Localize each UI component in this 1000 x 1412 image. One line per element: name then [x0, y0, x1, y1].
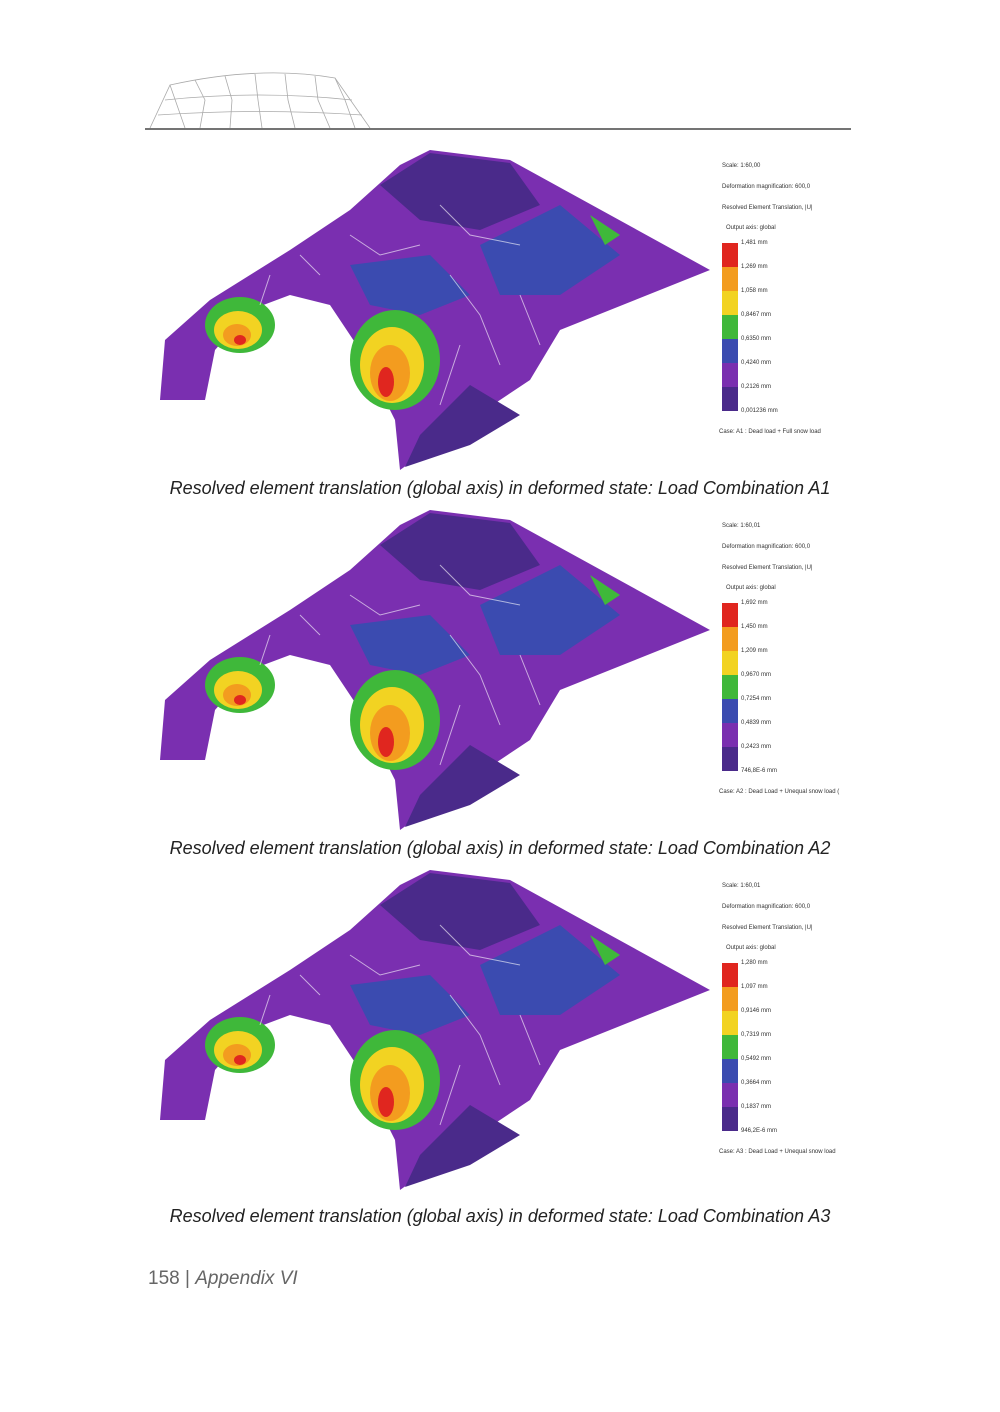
legend-label: 1,058 mm — [741, 288, 768, 294]
legend-swatch — [722, 651, 738, 675]
figure: Scale: 1:60,01 Deformation magnification:… — [0, 865, 1000, 1210]
legend-header: Output axis: global — [726, 945, 776, 951]
legend-label: 0,3664 mm — [741, 1080, 772, 1086]
legend-label: 1,692 mm — [741, 600, 768, 606]
legend-case: Case: A1 : Dead load + Full snow load — [719, 429, 821, 435]
footer: 158 | Appendix VI — [148, 1268, 298, 1290]
legend-label: 1,280 mm — [741, 960, 768, 966]
legend-swatch — [722, 627, 738, 651]
caption: Resolved element translation (global axi… — [169, 838, 831, 858]
legend-swatch — [722, 963, 738, 987]
legend-swatch — [722, 387, 738, 411]
legend-header: Output axis: global — [726, 585, 776, 591]
legend-header: Output axis: global — [726, 225, 776, 231]
legend-label: 0,7254 mm — [741, 696, 772, 702]
caption: Resolved element translation (global axi… — [169, 478, 831, 498]
separator: | — [184, 1268, 190, 1289]
legend-label: 0,9146 mm — [741, 1008, 772, 1014]
header-graphic — [145, 72, 851, 130]
legend-label: 1,097 mm — [741, 984, 768, 990]
legend-case: Case: A3 : Dead Load + Unequal snow load — [719, 1149, 836, 1155]
legend-header: Scale: 1:60,00 — [722, 163, 761, 169]
legend-swatch — [722, 603, 738, 627]
legend-header: Deformation magnification: 600,0 — [722, 184, 811, 190]
legend-label: 0,001236 mm — [741, 408, 778, 414]
legend-label: 0,4839 mm — [741, 720, 772, 726]
caption: Resolved element translation (global axi… — [169, 1206, 831, 1226]
legend-label: 0,1837 mm — [741, 1104, 772, 1110]
legend-label: 1,269 mm — [741, 264, 768, 270]
legend-swatch — [722, 339, 738, 363]
legend-header: Scale: 1:60,01 — [722, 523, 761, 529]
legend-label: 946,2E-6 mm — [741, 1128, 778, 1134]
legend-swatch — [722, 1083, 738, 1107]
legend-label: 1,481 mm — [741, 240, 768, 246]
legend-swatch — [722, 291, 738, 315]
legend-label: 1,209 mm — [741, 648, 768, 654]
legend-label: 1,450 mm — [741, 624, 768, 630]
legend-swatch — [722, 363, 738, 387]
legend-swatch — [722, 747, 738, 771]
contour-plot — [159, 869, 738, 1191]
legend-swatch — [722, 243, 738, 267]
legend-label: 0,5492 mm — [741, 1056, 772, 1062]
legend-label: 0,2423 mm — [741, 744, 772, 750]
legend-header: Resolved Element Translation, |U| — [722, 925, 813, 931]
legend-label: 0,7319 mm — [741, 1032, 772, 1038]
legend-header: Scale: 1:60,01 — [722, 883, 761, 889]
legend-label: 0,4240 mm — [741, 360, 772, 366]
legend-swatch — [722, 699, 738, 723]
legend-label: 0,6350 mm — [741, 336, 772, 342]
contour-plot — [159, 149, 738, 471]
legend-header: Resolved Element Translation, |U| — [722, 565, 813, 571]
legend-case: Case: A2 : Dead Load + Unequal snow load… — [719, 789, 840, 795]
contour-plot — [159, 509, 738, 831]
legend-header: Deformation magnification: 600,0 — [722, 544, 811, 550]
legend-swatch — [722, 1059, 738, 1083]
legend-label: 0,8467 mm — [741, 312, 772, 318]
figure: Scale: 1:60,01 Deformation magnification:… — [0, 505, 1000, 850]
legend-swatch — [722, 267, 738, 291]
legend-label: 0,2126 mm — [741, 384, 772, 390]
legend-swatch — [722, 1107, 738, 1131]
figure: Scale: 1:60,00 Deformation magnification:… — [0, 145, 1000, 490]
legend-swatch — [722, 987, 738, 1011]
legend-swatch — [722, 723, 738, 747]
legend-swatch — [722, 675, 738, 699]
legend-header: Resolved Element Translation, |U| — [722, 205, 813, 211]
legend-label: 746,8E-6 mm — [741, 768, 778, 774]
legend-header: Deformation magnification: 600,0 — [722, 904, 811, 910]
legend-label: 0,9670 mm — [741, 672, 772, 678]
legend-swatch — [722, 315, 738, 339]
section-title: Appendix VI — [195, 1268, 298, 1289]
page-number: 158 — [148, 1268, 180, 1289]
legend-swatch — [722, 1011, 738, 1035]
legend-swatch — [722, 1035, 738, 1059]
